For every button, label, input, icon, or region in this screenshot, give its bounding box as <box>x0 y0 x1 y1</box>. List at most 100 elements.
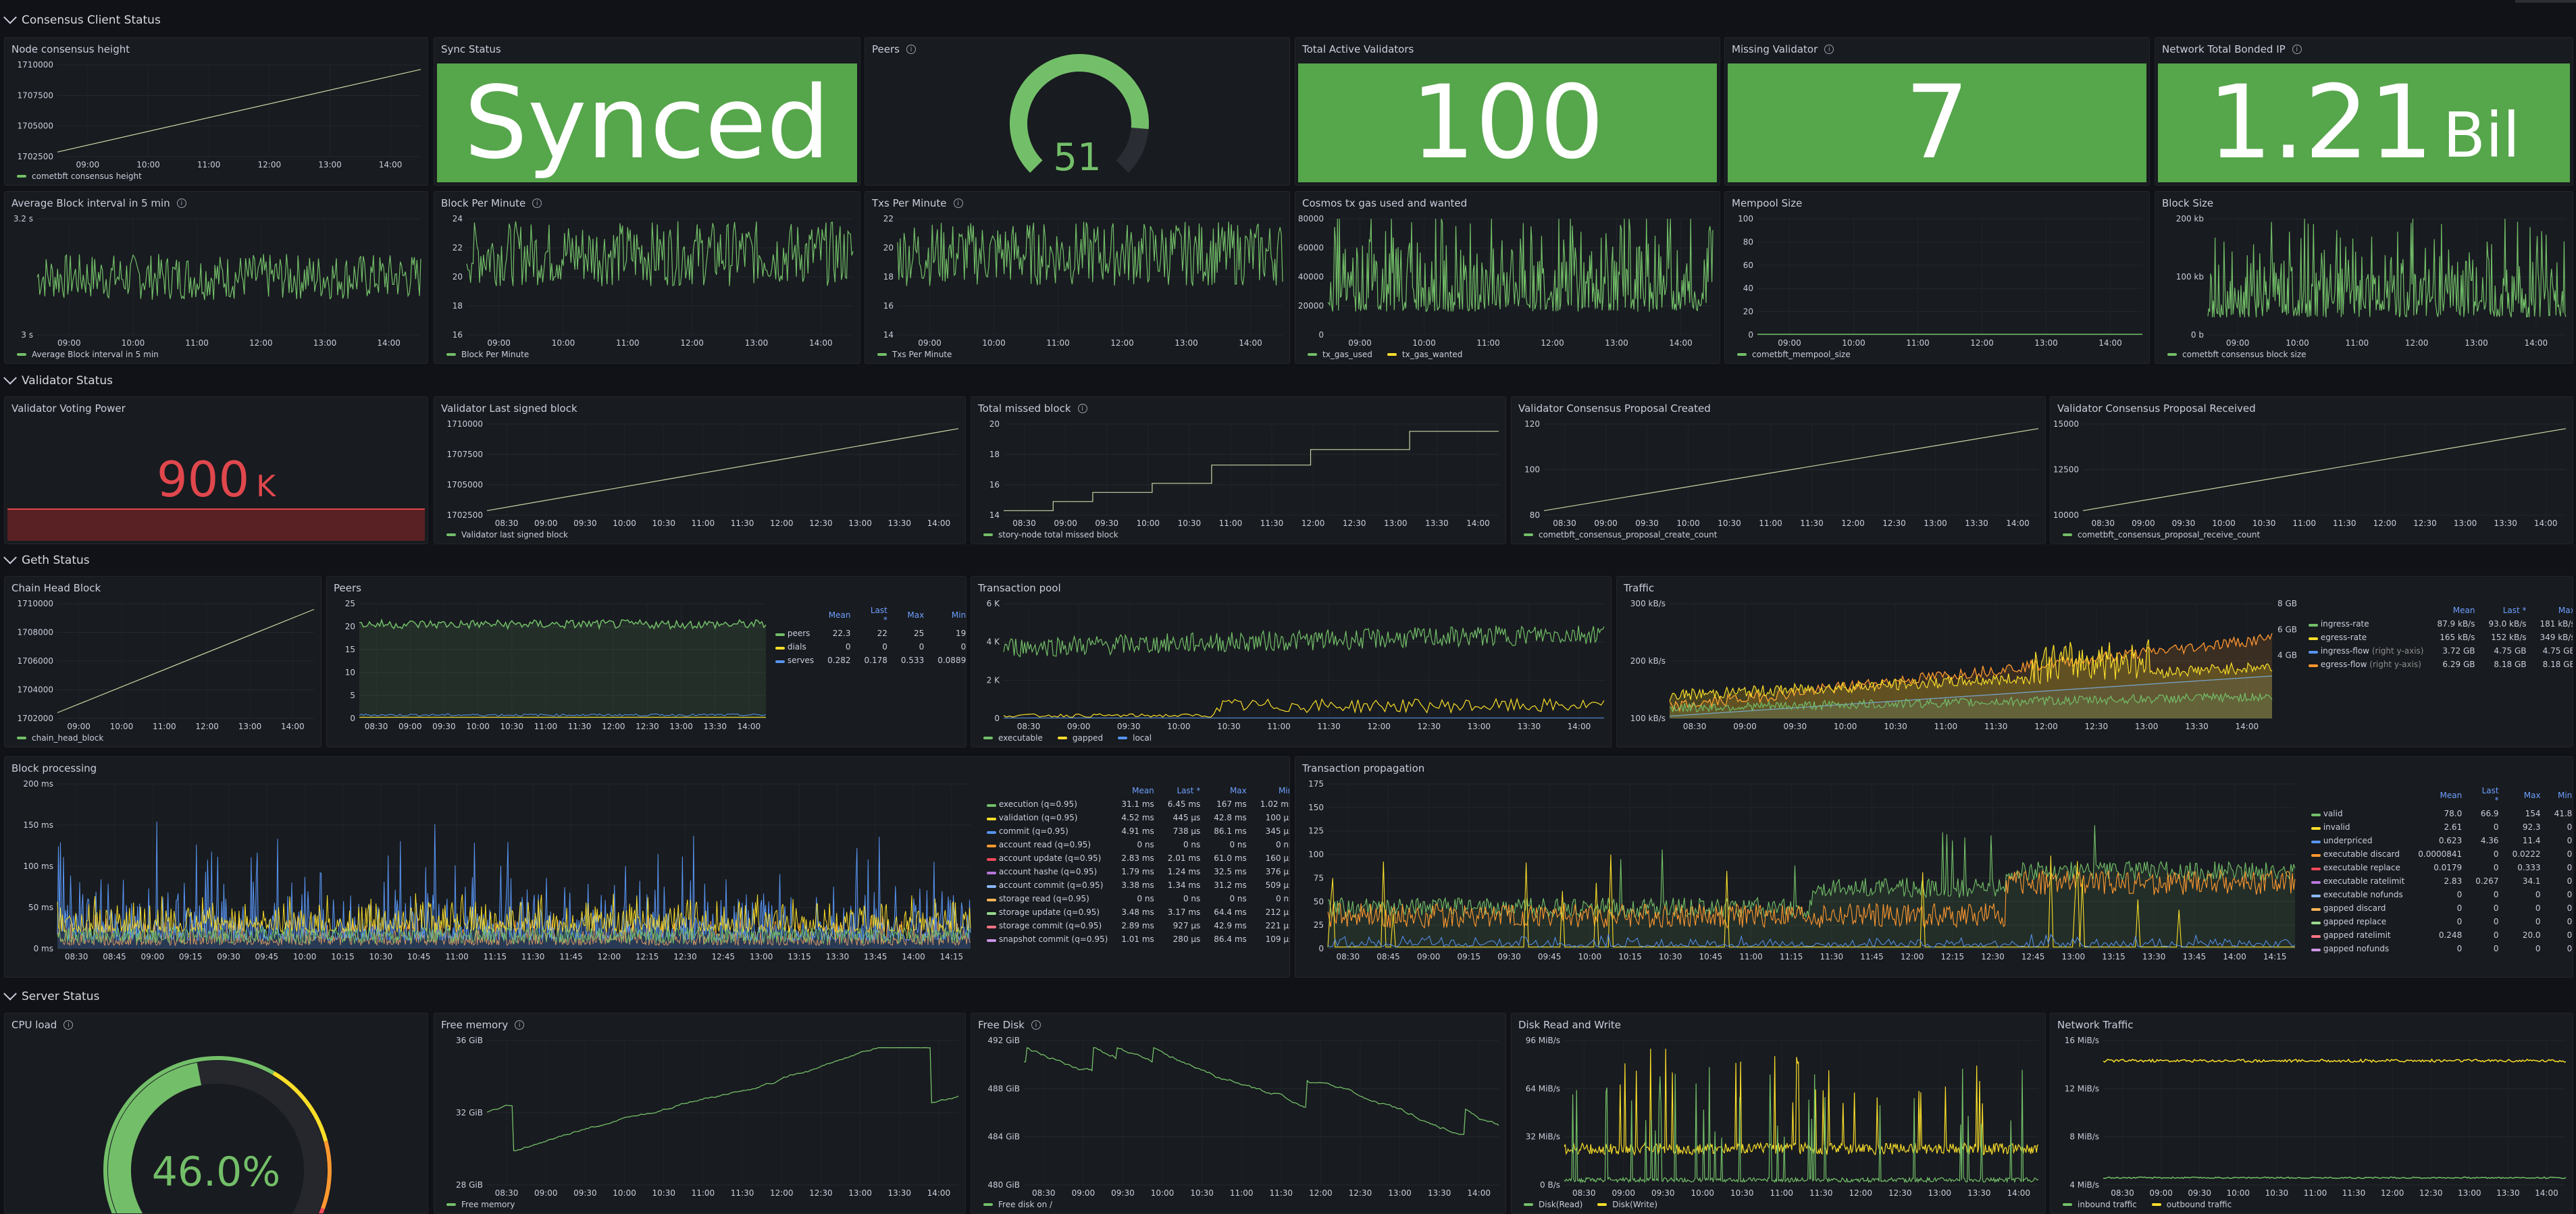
legend-row[interactable]: storage read (q=0.95)0 ns0 ns0 ns0 ns <box>984 892 1289 905</box>
legend-header[interactable]: Max <box>2558 606 2573 615</box>
panel-proposal-received[interactable]: Validator Consensus Proposal Received 15… <box>2050 396 2573 544</box>
panel-peers[interactable]: Peers i 51 <box>865 37 1290 186</box>
panel-total-missed-block[interactable]: Total missed block i 20 18 16 14 08:30 09:00 09… <box>971 396 1506 544</box>
legend-row[interactable]: peers 22.3 22 25 19 <box>773 627 966 640</box>
legend-row[interactable]: commit (q=0.95) 4.91 ms 738 µs 86.1 ms 345 µ… <box>984 824 1289 838</box>
legend-header[interactable]: Min <box>2557 791 2573 800</box>
x-tick-label: 09:15 <box>179 952 203 961</box>
panel-missing-validator[interactable]: Missing Validator i 7 <box>1724 37 2150 186</box>
panel-total-active-validators[interactable]: Total Active Validators 100 <box>1295 37 1720 186</box>
legend-header[interactable]: Mean <box>2440 791 2463 800</box>
x-tick-label: 14:00 <box>1239 338 1262 348</box>
panel-sync-status[interactable]: Sync Status Synced <box>434 37 860 186</box>
panel-network-traffic[interactable]: Network Traffic 16 MiB/s 12 MiB/s 8 MiB/s 4… <box>2050 1013 2573 1214</box>
legend-row[interactable]: egress-rate 165 kB/s 152 kB/s 349 kB/s <box>2306 631 2573 644</box>
legend-row[interactable]: storage update (q=0.95) 3.48 ms 3.17 ms 64.… <box>984 905 1289 919</box>
legend-row[interactable]: execution (q=0.95) 31.1 ms 6.45 ms 167 ms 1.… <box>984 797 1289 811</box>
legend-header[interactable]: Mean <box>2452 606 2475 615</box>
legend-row[interactable]: snapshot commit (q=0.95) 1.01 ms 280 µs 86.… <box>984 932 1289 946</box>
panel-free-memory[interactable]: Free memory i 36 GiB 32 GiB 28 GiB 08:30 09:0… <box>434 1013 966 1214</box>
panel-validator-last-signed[interactable]: Validator Last signed block 1710000 17075… <box>434 396 966 544</box>
legend-row[interactable]: executable replace 0.0179 0 0.333 0 <box>2309 861 2573 874</box>
legend-row[interactable]: account commit (q=0.95) 3.38 ms 1.34 ms 31.… <box>984 878 1289 892</box>
panel-geth-peers[interactable]: Peers 25 20 15 10 5 0 08:30 09:00 09:30 10:00 10:3… <box>326 576 967 747</box>
legend-header[interactable]: Max <box>2523 791 2541 800</box>
x-tick-label: 09:30 <box>1111 1188 1135 1198</box>
legend-header[interactable]: Max <box>1229 786 1247 795</box>
legend-header[interactable]: Min <box>1278 786 1289 795</box>
legend-header[interactable]: Mean <box>828 610 851 620</box>
legend-header[interactable]: Min <box>951 610 967 620</box>
panel-avg-block-interval[interactable]: Average Block interval in 5 min i 3.2 s 3 … <box>4 191 428 364</box>
row-header-validator[interactable]: Validator Status <box>3 366 113 396</box>
panel-traffic[interactable]: Traffic 300 kB/s 200 kB/s 100 kB/s 8 GB 6 GB… <box>1616 576 2573 747</box>
top-scrollbar[interactable] <box>2515 0 2576 3</box>
legend-row[interactable]: account hashe (q=0.95) 1.79 ms 1.24 ms 32.5… <box>984 865 1289 878</box>
info-icon[interactable]: i <box>906 45 916 54</box>
legend-row[interactable]: account read (q=0.95)0 ns0 ns0 ns0 ns <box>984 838 1289 851</box>
info-icon[interactable]: i <box>176 199 186 208</box>
legend-row[interactable]: egress-flow (right y-axis) 6.29 GB 8.18 GB… <box>2306 658 2573 671</box>
panel-block-per-minute[interactable]: Block Per Minute i 24 22 20 18 16 09:00 10:00 11… <box>434 191 860 364</box>
panel-mempool-size[interactable]: Mempool Size 100 80 60 40 20 0 09:00 10:00 11:00… <box>1724 191 2150 364</box>
info-icon[interactable]: i <box>515 1020 525 1030</box>
panel-chain-head-block[interactable]: Chain Head Block 1710000 1708000 1706000 17… <box>4 576 321 747</box>
legend-row[interactable]: executable discard 0.0000841 0 0.0222 0 <box>2309 847 2573 861</box>
info-icon[interactable]: i <box>1824 45 1834 54</box>
legend-row[interactable]: ingress-rate 87.9 kB/s 93.0 kB/s 181 kB/s <box>2306 617 2573 631</box>
legend-row[interactable]: executable nofunds 0 0 0 0 <box>2309 888 2573 901</box>
panel-proposal-created[interactable]: Validator Consensus Proposal Created 120… <box>1511 396 2046 544</box>
legend-header[interactable]: Last * <box>2481 786 2499 805</box>
info-icon[interactable]: i <box>63 1020 74 1030</box>
x-tick-label: 09:30 <box>573 519 597 528</box>
legend-row[interactable]: ingress-flow (right y-axis) 3.72 GB 4.75 G… <box>2306 644 2573 658</box>
legend-header[interactable]: Mean <box>1132 786 1154 795</box>
legend-row[interactable]: gapped replace 0 0 0 0 <box>2309 915 2573 928</box>
panel-free-disk[interactable]: Free Disk i 492 GiB 488 GiB 484 GiB 480 GiB 0… <box>971 1013 1506 1214</box>
legend-row[interactable]: serves 0.282 0.178 0.533 0.0889 <box>773 654 966 667</box>
panel-title: Validator Last signed block <box>441 402 577 415</box>
panel-block-size[interactable]: Block Size 200 kb 100 kb 0 b 09:00 10:00 11:0… <box>2155 191 2573 364</box>
row-header-server[interactable]: Server Status <box>3 982 99 1011</box>
legend-swatch <box>17 737 26 739</box>
legend-header[interactable]: Last * <box>1177 786 1201 795</box>
panel-txs-per-minute[interactable]: Txs Per Minute i 22 20 18 16 14 09:00 10:00 11:0… <box>865 191 1290 364</box>
legend-header[interactable]: Last * <box>870 606 887 625</box>
info-icon[interactable]: i <box>1077 404 1087 413</box>
row-header-consensus[interactable]: Consensus Client Status <box>3 5 161 35</box>
legend-row[interactable]: valid 78.0 66.9 154 41.8 <box>2309 807 2573 820</box>
panel-transaction-pool[interactable]: Transaction pool 6 K 4 K 2 K 0 08:30 09:00 09:… <box>971 576 1612 747</box>
legend-row[interactable]: invalid 2.61 0 92.3 0 <box>2309 820 2573 834</box>
panel-block-processing[interactable]: Block processing 200 ms 150 ms 100 ms 50 ms… <box>4 756 1290 978</box>
legend-label: chain_head_block <box>32 733 104 743</box>
x-tick-label: 13:30 <box>2142 952 2166 961</box>
legend-row[interactable]: storage commit (q=0.95) 2.89 ms 927 µs 42.9… <box>984 919 1289 932</box>
info-icon[interactable]: i <box>2292 45 2302 54</box>
legend-row[interactable]: account update (q=0.95) 2.83 ms 2.01 ms 61.… <box>984 851 1289 865</box>
panel-transaction-propagation[interactable]: Transaction propagation 175 150 125 100 75 50… <box>1295 756 2573 978</box>
legend-row[interactable]: executable ratelimit 2.83 0.267 34.1 0 <box>2309 874 2573 888</box>
x-tick-label: 12:00 <box>1541 338 1564 348</box>
series-line <box>1669 639 2273 702</box>
legend-row[interactable]: gapped discard 0 0 0 0 <box>2309 901 2573 915</box>
panel-disk-read-write[interactable]: Disk Read and Write 96 MiB/s 64 MiB/s 32 M… <box>1511 1013 2046 1214</box>
x-tick-label: 13:45 <box>2183 952 2207 961</box>
row-header-geth[interactable]: Geth Status <box>3 546 90 575</box>
legend-row[interactable]: dials 0 0 0 0 <box>773 640 966 654</box>
info-icon[interactable]: i <box>953 199 963 208</box>
x-tick-label: 13:00 <box>745 338 769 348</box>
panel-node-consensus-height[interactable]: Node consensus height 1710000 1707500 1705… <box>4 37 428 186</box>
panel-cosmos-gas[interactable]: Cosmos tx gas used and wanted 80000 60000… <box>1295 191 1720 364</box>
legend-row[interactable]: gapped ratelimit 0.248 0 20.0 0 <box>2309 928 2573 942</box>
panel-validator-voting-power[interactable]: Validator Voting Power 900 K <box>4 396 428 544</box>
info-icon[interactable]: i <box>1031 1020 1041 1030</box>
legend-row[interactable]: validation (q=0.95) 4.52 ms 445 µs 42.8 ms 1… <box>984 811 1289 824</box>
info-icon[interactable]: i <box>532 199 542 208</box>
legend-row[interactable]: underpriced 0.623 4.36 11.4 0 <box>2309 834 2573 847</box>
legend-header[interactable]: Last * <box>2502 606 2527 615</box>
legend-header[interactable]: Max <box>907 610 925 620</box>
panel-cpu-load[interactable]: CPU load i 46.0% <box>4 1013 428 1214</box>
gauge-cpu <box>103 1056 332 1213</box>
legend-row[interactable]: gapped nofunds 0 0 0 0 <box>2309 942 2573 955</box>
panel-network-total-bonded[interactable]: Network Total Bonded IP i 1.21 Bil <box>2155 37 2573 186</box>
